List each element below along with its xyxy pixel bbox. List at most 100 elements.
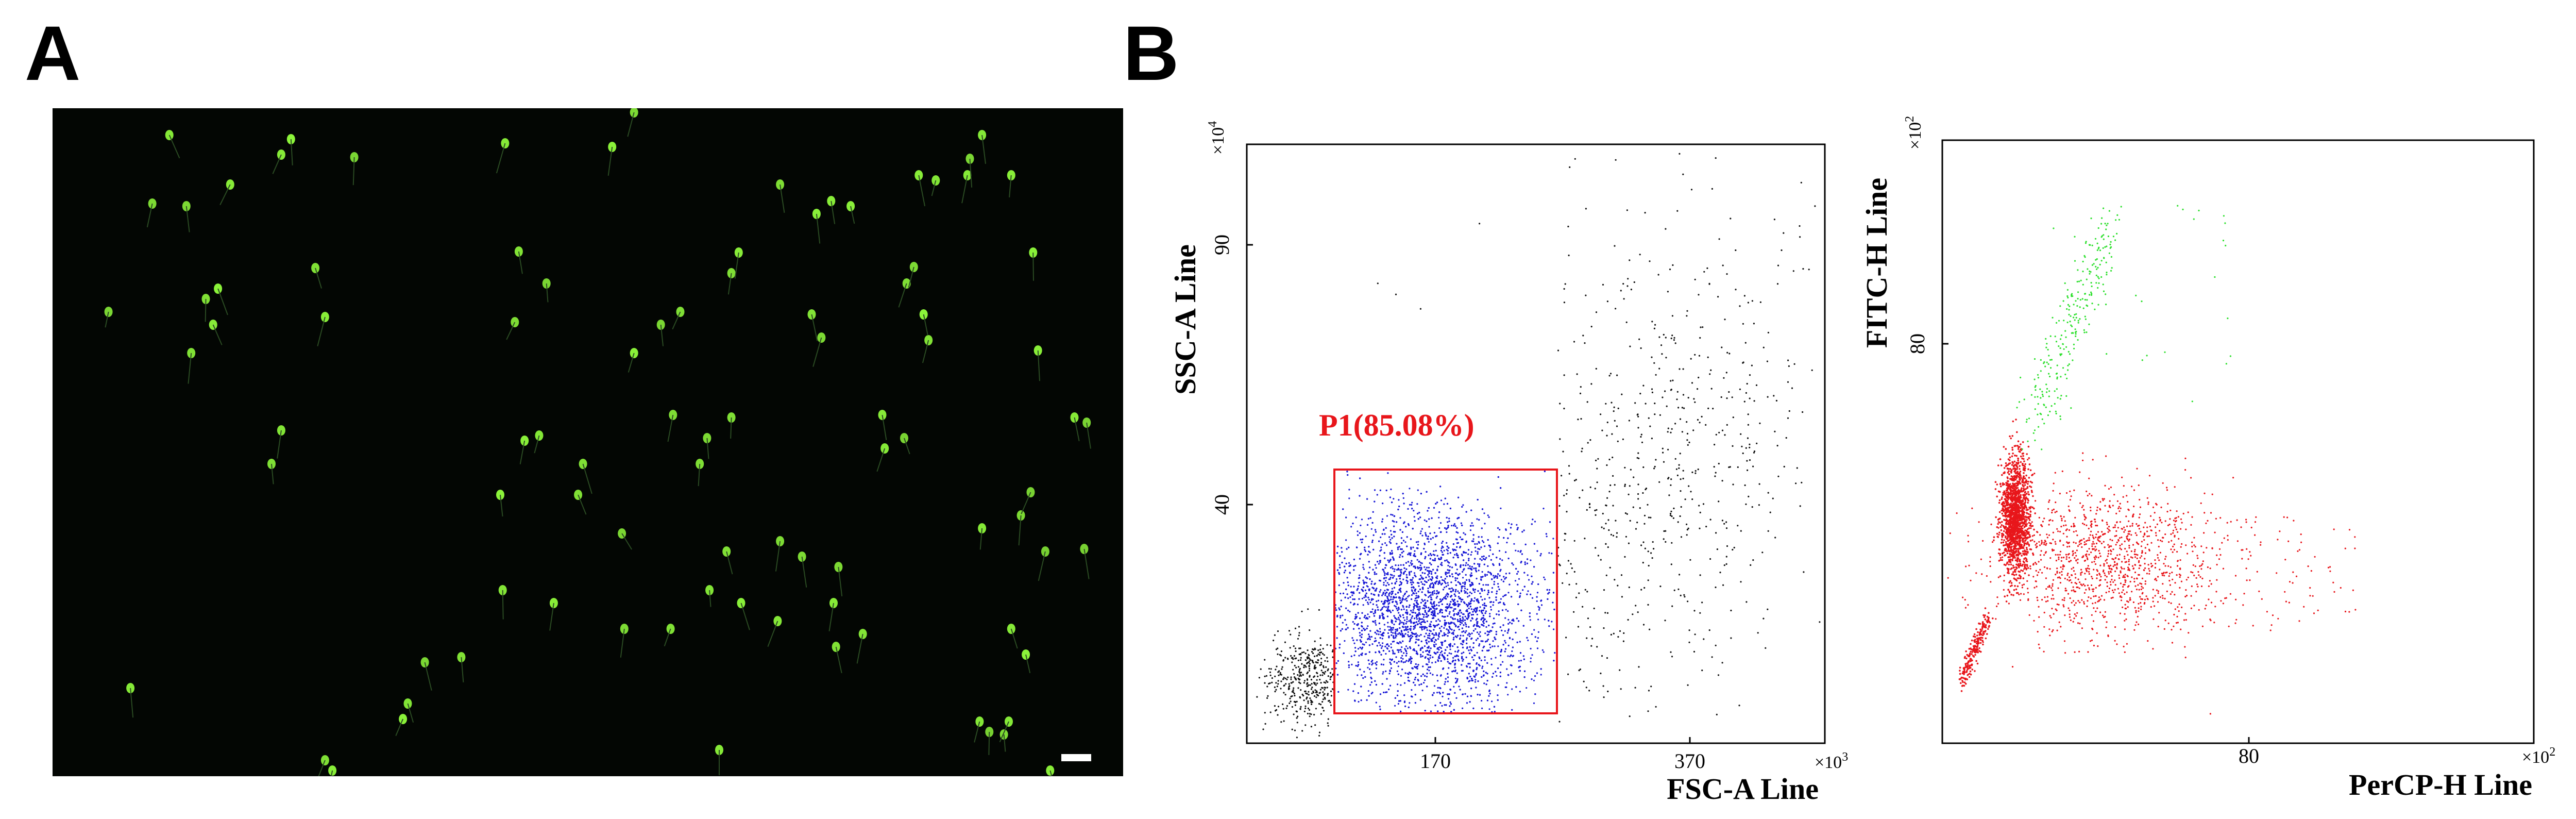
plot1-event: [1465, 574, 1467, 576]
plot1-event: [1483, 541, 1485, 543]
plot1-event: [1445, 582, 1447, 584]
plot1-event: [1369, 566, 1371, 569]
plot1-event: [1457, 590, 1459, 592]
plot1-event: [1442, 540, 1444, 543]
plot1-event: [1461, 670, 1463, 672]
plot1-event: [1362, 643, 1364, 645]
plot1-event: [1444, 681, 1446, 683]
plot1-event: [1389, 592, 1391, 594]
plot1-event: [1374, 564, 1377, 566]
plot1-event: [1455, 531, 1458, 533]
plot1-event: [1409, 640, 1411, 642]
plot1-event: [1462, 616, 1464, 619]
plot1-event: [1404, 541, 1406, 543]
plot1-event: [1417, 547, 1419, 549]
plot1-event: [1364, 549, 1366, 551]
plot1-event: [1473, 654, 1475, 656]
plot1-event: [1369, 551, 1371, 554]
plot1-event: [1402, 626, 1404, 628]
plot1-event: [1392, 649, 1394, 651]
plot1-event: [1366, 524, 1369, 526]
plot1-event: [1359, 558, 1361, 560]
plot1-event: [1458, 596, 1460, 598]
plot1-event: [1374, 610, 1376, 612]
plot1-event: [1402, 564, 1404, 566]
plot1-event: [1399, 599, 1401, 601]
plot1-event: [1469, 663, 1471, 665]
plot1-event: [1499, 564, 1501, 566]
plot1-event: [1397, 548, 1399, 550]
plot1-event: [1537, 637, 1539, 639]
plot1-event: [1448, 652, 1450, 654]
plot1-event: [1443, 579, 1445, 581]
plot1-event: [1352, 690, 1354, 692]
plot1-event: [1403, 682, 1406, 684]
plot1-event: [1456, 634, 1459, 637]
plot1-event: [1454, 662, 1456, 665]
plot1-event: [1311, 687, 1313, 689]
plot1-event: [1453, 598, 1455, 601]
plot1-event: [1446, 628, 1448, 630]
plot1-event: [1438, 605, 1440, 607]
plot1-event: [1421, 583, 1423, 585]
plot1-event: [1423, 580, 1426, 582]
plot1-event: [1462, 707, 1464, 709]
plot1-event: [1420, 647, 1422, 649]
plot1-event: [1397, 616, 1400, 619]
plot1-event: [1462, 582, 1464, 584]
plot1-event: [1450, 581, 1452, 583]
plot1-event: [1489, 643, 1491, 645]
plot1-event: [1394, 605, 1396, 607]
plot1-event: [1440, 630, 1442, 632]
plot1-event: [1429, 586, 1431, 589]
plot1-events: [1256, 153, 1821, 739]
plot1-event: [1356, 546, 1358, 548]
plot1-event: [1420, 552, 1422, 554]
sperm-tail: [277, 430, 282, 459]
plot1-event: [1406, 580, 1409, 582]
plot1-event: [1425, 569, 1427, 571]
sperm-tail: [1083, 548, 1090, 579]
plot1-event: [1393, 559, 1395, 561]
plot1-event: [1488, 708, 1490, 710]
plot1-event: [1415, 676, 1417, 679]
plot1-event: [1425, 533, 1427, 536]
plot1-event: [1439, 651, 1442, 654]
plot1-event: [1487, 584, 1489, 586]
plot1-event: [1441, 564, 1443, 566]
plot1-event: [1442, 634, 1444, 637]
plot1-event: [1488, 597, 1490, 599]
plot1-event: [1492, 563, 1494, 565]
plot1-event: [1431, 582, 1433, 584]
plot1-event: [1362, 538, 1364, 541]
plot1-event: [1363, 644, 1365, 646]
plot1-event: [1379, 637, 1381, 639]
plot1-event: [1510, 527, 1512, 529]
plot1-event: [1383, 577, 1385, 580]
plot1-event: [1393, 558, 1395, 560]
plot1-event: [1414, 678, 1416, 680]
plot1-event: [1451, 598, 1453, 600]
plot1-event: [1440, 625, 1443, 628]
plot1-event: [1480, 611, 1483, 613]
plot1-event: [1458, 516, 1460, 519]
plot1-event: [1361, 633, 1363, 636]
plot1-event: [1432, 656, 1434, 658]
plot1-event: [1453, 525, 1455, 527]
plot1-event: [1291, 661, 1293, 663]
plot1-event: [1439, 627, 1441, 629]
plot1-event: [1394, 705, 1396, 707]
plot1-event: [1451, 566, 1453, 569]
plot1-event: [1404, 672, 1406, 674]
plot1-event: [1515, 549, 1517, 551]
plot1-event: [1304, 705, 1307, 707]
plot1-event: [1472, 611, 1474, 613]
plot1-event: [1436, 502, 1438, 504]
plot1-event: [1465, 562, 1467, 564]
plot1-event: [1541, 649, 1544, 651]
plot1-event: [1379, 693, 1382, 695]
plot1-event: [1410, 610, 1412, 612]
plot1-event: [1507, 623, 1510, 625]
plot1-event: [1445, 598, 1447, 600]
plot1-event: [1487, 539, 1489, 541]
